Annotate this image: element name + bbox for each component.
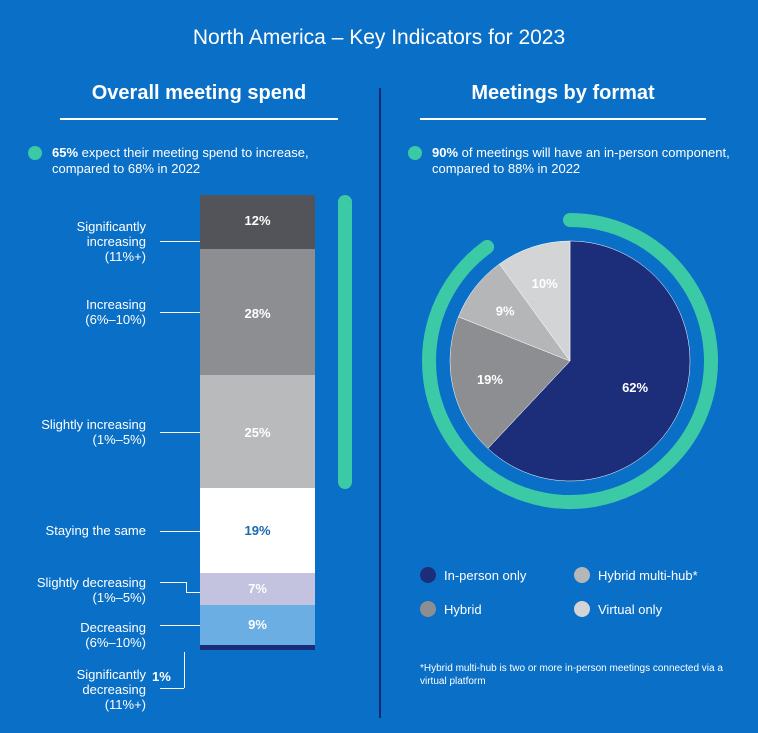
legend-swatch-icon <box>574 567 590 583</box>
legend-item: In-person only <box>420 567 526 583</box>
footnote: *Hybrid multi-hub is two or more in-pers… <box>420 662 740 688</box>
legend-swatch-icon <box>420 601 436 617</box>
legend-item: Hybrid <box>420 601 482 617</box>
pie-slice-label: 19% <box>477 372 503 387</box>
legend-item: Virtual only <box>574 601 662 617</box>
legend-item: Hybrid multi-hub* <box>574 567 698 583</box>
legend-label: Hybrid multi-hub* <box>598 568 698 583</box>
meetings-format-pie-chart: 62% 19% 9% 10% <box>0 0 758 733</box>
legend-swatch-icon <box>574 601 590 617</box>
legend-label: Hybrid <box>444 602 482 617</box>
legend-label: Virtual only <box>598 602 662 617</box>
legend-label: In-person only <box>444 568 526 583</box>
pie-slice-label: 62% <box>622 380 648 395</box>
legend-swatch-icon <box>420 567 436 583</box>
pie-slice-label: 9% <box>496 304 515 319</box>
pie-slice-label: 10% <box>532 276 558 291</box>
